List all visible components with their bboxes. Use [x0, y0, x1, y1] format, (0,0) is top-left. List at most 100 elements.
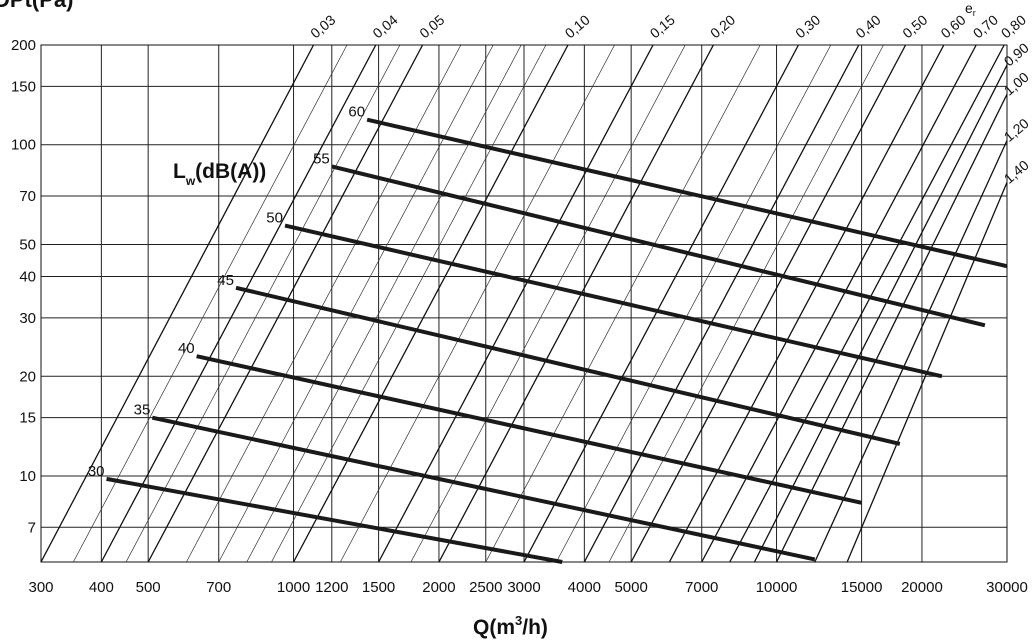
series-lines: [106, 117, 1008, 564]
y-tick-label: 10: [19, 468, 36, 485]
thin-diagonal-lines: [73, 45, 884, 562]
x-tick-label: 400: [89, 579, 114, 596]
diagonal-labels: 0,03 0,04 0,05 0,10 0,15 0,20 0,30 0,40 0,50 0,60…: [307, 11, 1032, 186]
series-label: 45: [217, 272, 234, 289]
thin-diagonal-line: [218, 45, 494, 562]
series-label: 30: [88, 463, 105, 480]
thin-diagonal-line: [410, 45, 686, 562]
diagonal-line: [100, 45, 377, 562]
y-tick-label: 7: [28, 519, 36, 536]
diagonal-line: [583, 45, 860, 562]
thin-diagonal-line: [125, 45, 401, 562]
diagonal-label: 1,00: [1001, 69, 1032, 99]
thin-diagonal-line: [608, 45, 884, 562]
x-tick-label: 10000: [756, 579, 798, 596]
diagonal-label-prefix-main: e: [965, 0, 973, 16]
diagonal-label: 0,03: [307, 11, 338, 41]
diagonal-label: 0,20: [707, 11, 738, 41]
x-tick-labels: 300 400 500 700 1000 1200 1500 2000 2500 3000 4000…: [28, 579, 1027, 596]
series-title-main: L: [173, 160, 186, 183]
y-axis-title: DPt(Pa): [0, 0, 73, 12]
diagonal-label: 0,10: [562, 11, 593, 41]
series-title-sub: w: [185, 174, 196, 188]
diagonal-label: 0,40: [852, 11, 883, 41]
diagonal-label: 0,15: [647, 11, 678, 41]
diagonal-line: [814, 140, 1007, 562]
grid-lines: [40, 44, 1008, 562]
y-tick-labels: 7 10 15 20 30 40 50 70 100 150 200: [11, 37, 36, 536]
thin-diagonal-line: [73, 45, 348, 562]
x-tick-label: 1200: [315, 579, 348, 596]
diagonal-line: [701, 45, 977, 562]
diagonal-line: [41, 45, 315, 562]
y-tick-label: 150: [11, 78, 36, 95]
y-tick-label: 30: [19, 310, 36, 327]
series-line: [284, 223, 943, 379]
y-tick-label: 20: [19, 368, 36, 385]
diagonal-label-prefix-sub: r: [973, 8, 976, 18]
series-labels: 30 35 40 45 50 55 60: [88, 104, 365, 480]
x-tick-label: 500: [136, 579, 161, 596]
diagonal-line: [292, 45, 569, 562]
diagonal-line: [147, 45, 424, 562]
plot-frame: [40, 44, 1008, 563]
diagonal-label: 0,80: [998, 11, 1029, 41]
y-tick-label: 200: [11, 37, 36, 54]
diagonal-line: [668, 45, 945, 562]
x-tick-label: 30000: [986, 579, 1028, 596]
diagonal-label: 0,30: [792, 11, 823, 41]
series-label: 55: [313, 150, 330, 167]
x-tick-label: 15000: [841, 579, 883, 596]
diagonal-line: [775, 93, 1007, 562]
y-tick-label: 40: [19, 269, 36, 286]
thin-diagonal-line: [246, 45, 522, 562]
x-tick-label: 700: [206, 579, 231, 596]
x-tick-label: 2000: [422, 579, 455, 596]
series-line: [235, 285, 901, 446]
x-axis-title-main: Q(m: [473, 616, 515, 639]
x-tick-label: 2500: [469, 579, 502, 596]
diagonal-label: 0,04: [369, 11, 400, 41]
x-axis-title: Q(m3/h): [473, 613, 548, 639]
x-tick-label: 4000: [568, 579, 601, 596]
series-title: Lw(dB(A)): [173, 160, 266, 188]
diagonal-label: 0,90: [1001, 39, 1032, 69]
x-tick-label: 3000: [507, 579, 540, 596]
series-line: [366, 117, 1008, 269]
y-tick-label: 50: [19, 236, 36, 253]
x-tick-label: 5000: [614, 579, 647, 596]
x-tick-label: 1500: [362, 579, 395, 596]
diagonal-line: [753, 64, 1007, 562]
diagonal-label: 0,50: [899, 11, 930, 41]
diagonal-label: 1,40: [1001, 157, 1032, 187]
thin-diagonal-line: [271, 45, 547, 562]
series-line: [331, 164, 986, 328]
diagonal-line: [523, 45, 800, 562]
diagonal-label: 0,05: [416, 11, 447, 41]
series-label: 60: [348, 104, 365, 121]
series-line: [196, 354, 863, 505]
diagonal-label-prefix: er: [965, 0, 976, 18]
thin-diagonal-line: [556, 45, 832, 562]
diagonal-line: [438, 45, 714, 562]
x-tick-label: 1000: [277, 579, 310, 596]
series-label: 35: [134, 402, 151, 419]
diagonal-line: [630, 45, 907, 562]
x-tick-label: 20000: [901, 579, 943, 596]
series-title-suffix: (dB(A)): [195, 160, 266, 183]
series-label: 40: [178, 340, 195, 357]
diagonal-label: 1,20: [1001, 115, 1032, 145]
y-tick-label: 15: [19, 410, 36, 427]
thin-diagonal-line: [340, 45, 615, 562]
diagonal-line: [729, 45, 1005, 562]
x-tick-label: 300: [28, 579, 53, 596]
x-axis-title-sup: 3: [515, 613, 522, 628]
x-tick-label: 7000: [685, 579, 718, 596]
x-axis-title-end: /h): [522, 616, 548, 639]
y-tick-label: 100: [11, 137, 36, 154]
series-line: [151, 415, 816, 562]
y-tick-label: 70: [19, 188, 36, 205]
series-label: 50: [266, 210, 283, 227]
series-line: [106, 476, 563, 564]
